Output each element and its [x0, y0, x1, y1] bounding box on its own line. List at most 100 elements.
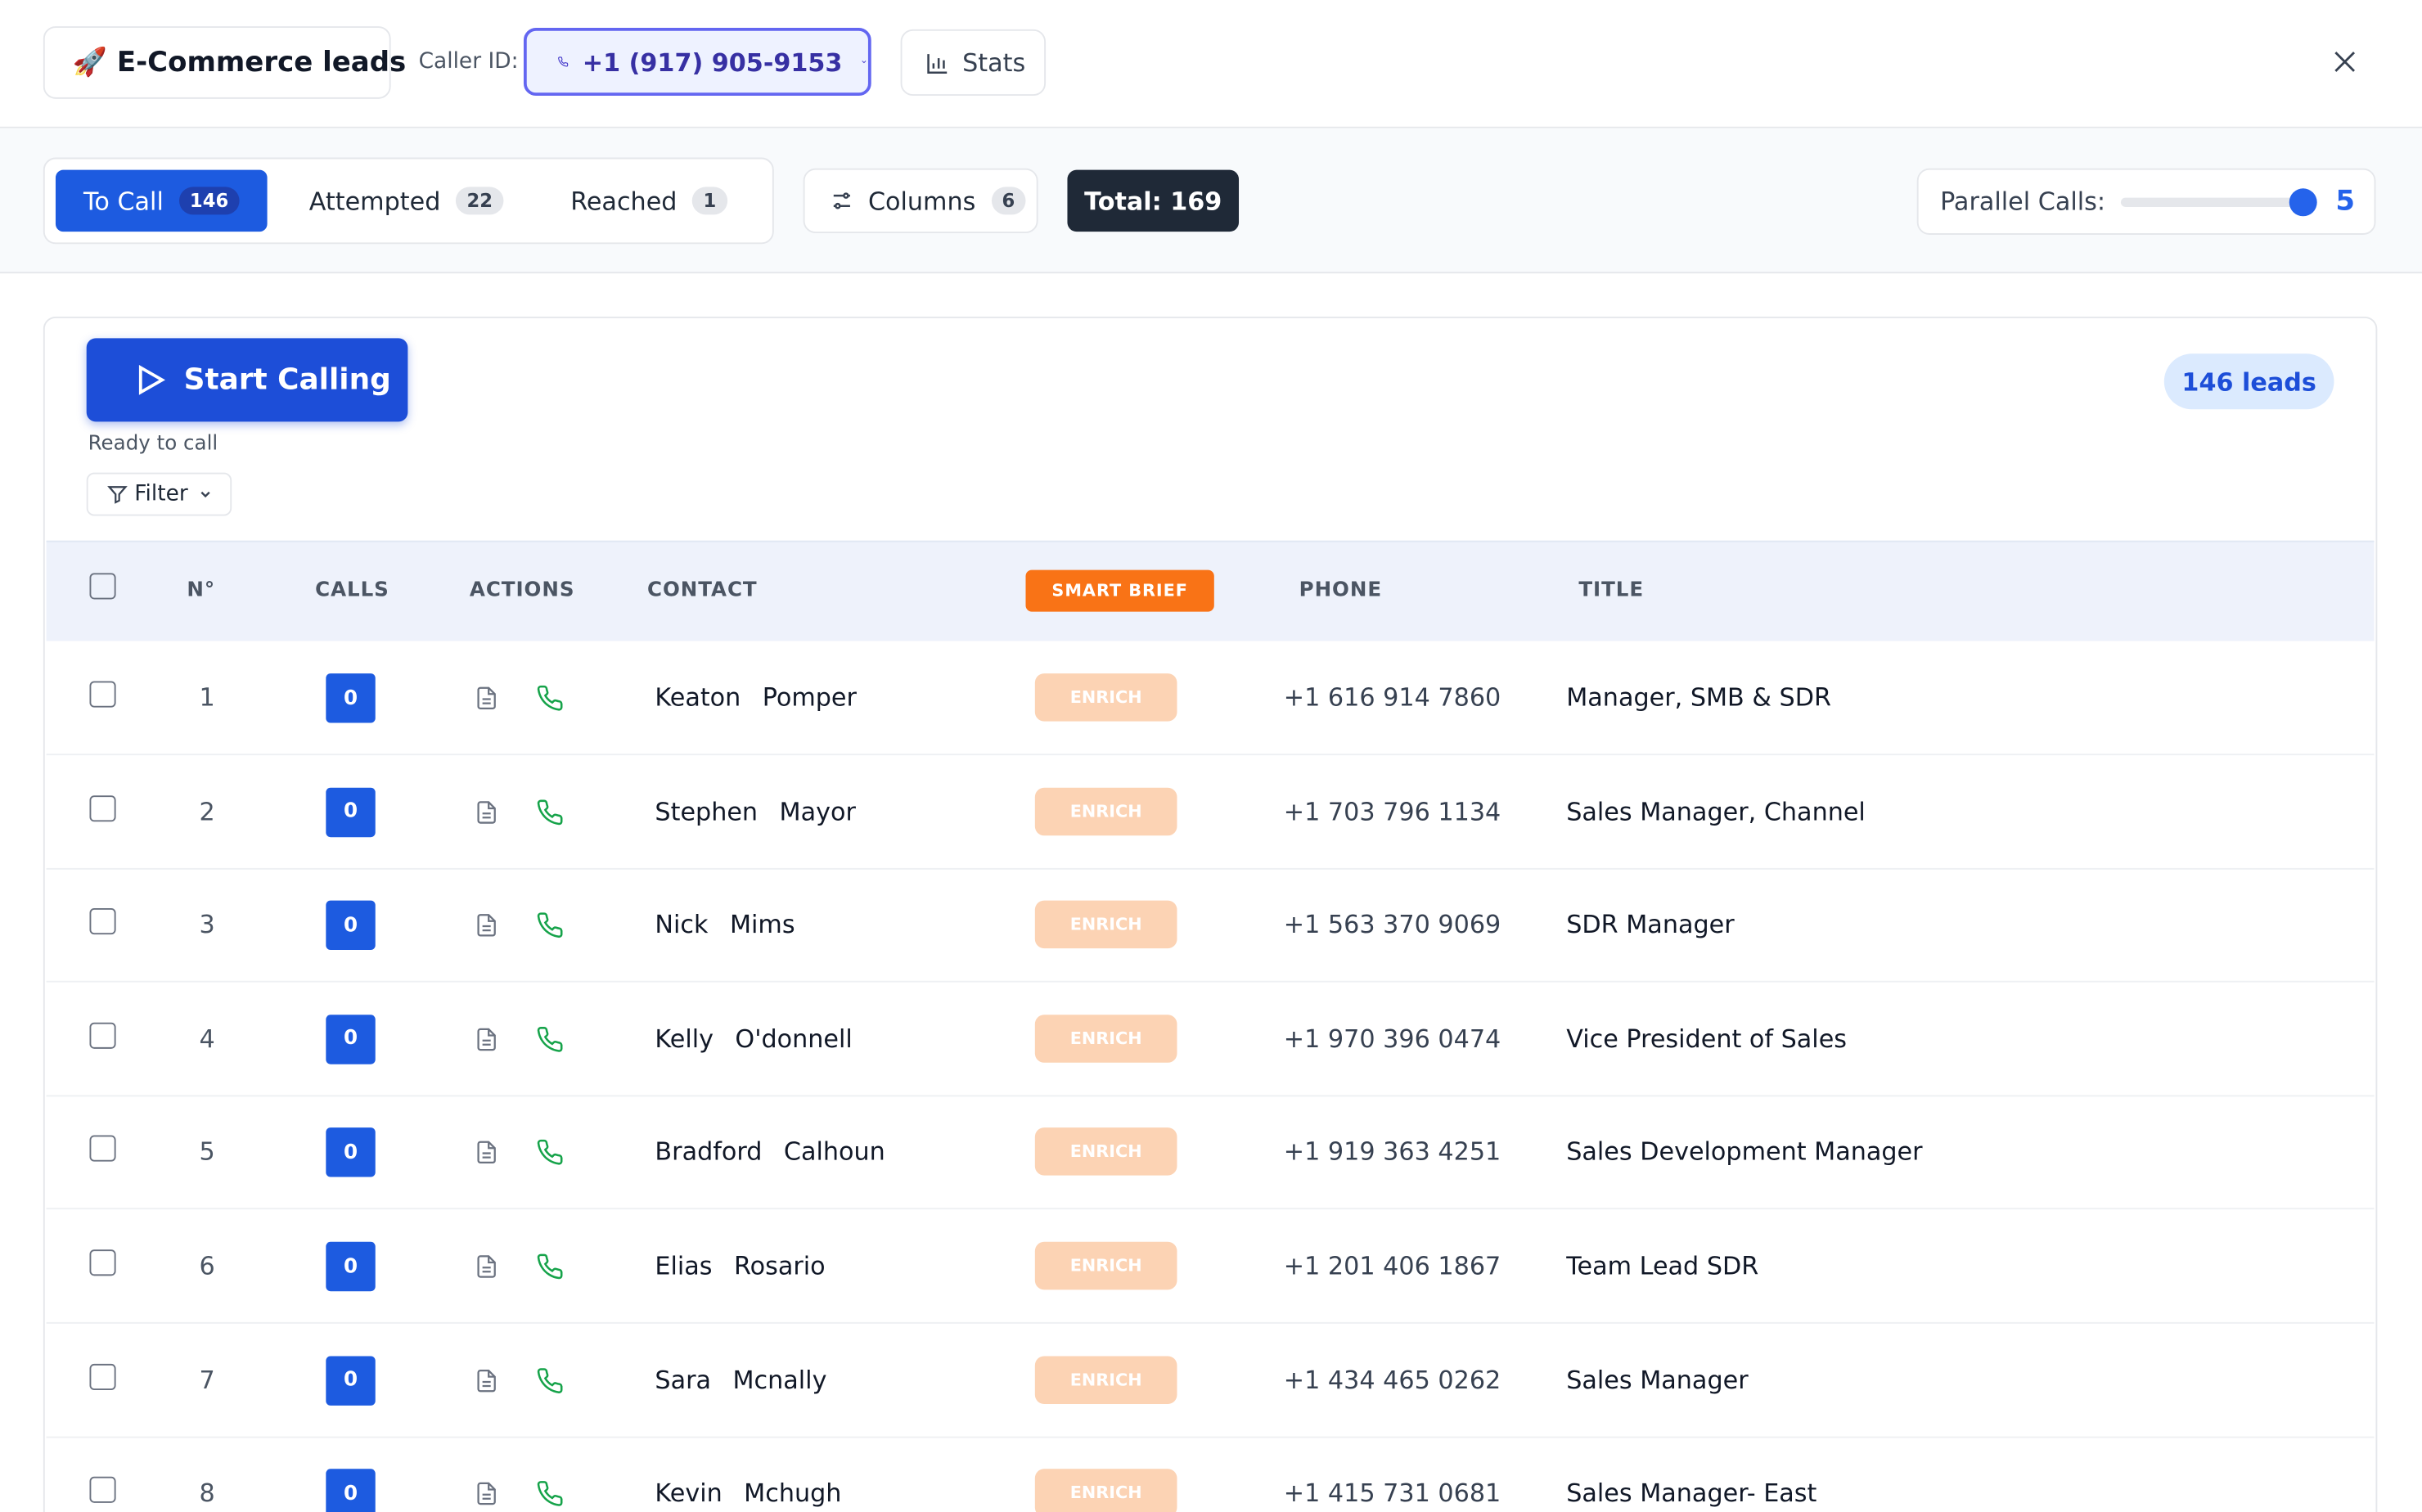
- title: Manager, SMB & SDR: [1566, 682, 1831, 713]
- row-checkbox[interactable]: [89, 1136, 116, 1163]
- phone: +1 415 731 0681: [1283, 1478, 1501, 1508]
- table-row: 6 0 Elias Rosario ENRICH +1 201 406 1867 Team …: [46, 1209, 2375, 1324]
- call-icon[interactable]: [536, 1366, 564, 1394]
- row-number: 5: [199, 1137, 215, 1168]
- last-name: Mcnally: [732, 1365, 827, 1394]
- tab[interactable]: To Call 146: [55, 169, 268, 232]
- top-bar: [0, 0, 2422, 128]
- call-icon[interactable]: [536, 798, 564, 826]
- first-name: Stephen: [655, 796, 759, 826]
- brief-icon[interactable]: [475, 798, 499, 826]
- first-name: Keaton: [655, 682, 741, 713]
- tab[interactable]: Reached 1: [556, 170, 742, 232]
- select-all[interactable]: [89, 573, 116, 600]
- caller-id-label: Caller ID:: [418, 49, 519, 74]
- parallel-label: Parallel Calls:: [1940, 187, 2106, 217]
- total-badge: Total: 169: [1067, 169, 1240, 232]
- column-header: N°: [187, 578, 216, 602]
- tab[interactable]: Attempted 22: [282, 170, 529, 232]
- filter-label: Filter: [134, 481, 188, 507]
- row-number: 6: [199, 1251, 215, 1280]
- enrich-button[interactable]: ENRICH: [1034, 1127, 1177, 1177]
- tab-label: Attempted: [308, 186, 441, 216]
- title: Vice President of Sales: [1566, 1024, 1848, 1054]
- status: Ready to call: [88, 431, 218, 455]
- table-row: 7 0 Sara Mcnally ENRICH +1 434 465 0262 Sales …: [46, 1323, 2375, 1438]
- row-checkbox[interactable]: [89, 1363, 116, 1390]
- last-name: O'donnell: [735, 1024, 853, 1054]
- enrich-button[interactable]: ENRICH: [1034, 787, 1177, 835]
- brief-icon[interactable]: [475, 684, 499, 712]
- table-row: 1 0 Keaton Pomper ENRICH +1 616 914 7860 Manag…: [46, 641, 2375, 756]
- column-header: PHONE: [1299, 578, 1383, 602]
- row-checkbox[interactable]: [89, 794, 116, 821]
- calls-count: 0: [326, 1241, 376, 1292]
- calls-count: 0: [326, 900, 376, 951]
- row-checkbox[interactable]: [89, 681, 116, 708]
- brief-icon[interactable]: [475, 1253, 499, 1280]
- row-checkbox[interactable]: [89, 1477, 116, 1504]
- list-name[interactable]: 🚀 E-Commerce leads: [43, 26, 406, 99]
- smart-brief-badge: SMART BRIEF: [1025, 569, 1214, 612]
- stats-button[interactable]: Stats: [900, 29, 1047, 97]
- enrich-button[interactable]: ENRICH: [1034, 1014, 1177, 1063]
- call-icon[interactable]: [536, 911, 564, 939]
- table-row: 2 0 Stephen Mayor ENRICH +1 703 796 1134 Sales…: [46, 754, 2375, 870]
- first-name: Sara: [655, 1365, 712, 1394]
- row-checkbox[interactable]: [89, 1249, 116, 1276]
- title: Team Lead SDR: [1566, 1251, 1759, 1280]
- row-checkbox[interactable]: [89, 1022, 116, 1049]
- row-number: 4: [199, 1024, 215, 1054]
- filter-icon: [107, 486, 128, 504]
- call-icon[interactable]: [536, 684, 564, 712]
- brief-icon[interactable]: [475, 911, 499, 939]
- row-number: 1: [199, 682, 215, 713]
- last-name: Mims: [729, 910, 795, 940]
- tab-count: 1: [692, 187, 727, 215]
- columns-count: 6: [991, 187, 1026, 215]
- chevron: [862, 61, 867, 64]
- enrich-button[interactable]: ENRICH: [1034, 1469, 1177, 1512]
- call-icon[interactable]: [536, 1480, 564, 1508]
- calls-count: 0: [326, 1469, 376, 1512]
- filter-button[interactable]: Filter: [86, 472, 232, 516]
- call-icon[interactable]: [536, 1139, 564, 1167]
- phone: +1 563 370 9069: [1283, 910, 1501, 940]
- caller-id-select[interactable]: +1 (917) 905-9153: [523, 27, 871, 97]
- brief-icon[interactable]: [475, 1480, 499, 1508]
- enrich-button[interactable]: ENRICH: [1034, 1241, 1177, 1290]
- close-button[interactable]: [2331, 48, 2359, 76]
- enrich-button[interactable]: ENRICH: [1034, 673, 1177, 722]
- slider[interactable]: [2120, 187, 2317, 216]
- last-name: Rosario: [733, 1251, 826, 1280]
- slider-thumb[interactable]: [2289, 187, 2317, 216]
- brief-icon[interactable]: [475, 1366, 499, 1394]
- calls-count: 0: [326, 1014, 376, 1064]
- row-checkbox[interactable]: [89, 908, 116, 935]
- call-icon[interactable]: [536, 1253, 564, 1280]
- calls-count: 0: [326, 787, 376, 837]
- columns-label: Columns: [867, 186, 976, 216]
- columns-button[interactable]: Columns 6: [803, 168, 1038, 234]
- start-calling-button[interactable]: Start Calling: [86, 338, 408, 422]
- phone: +1 970 396 0474: [1283, 1024, 1501, 1054]
- title: Sales Manager- East: [1566, 1478, 1817, 1508]
- title: Sales Manager: [1566, 1365, 1749, 1394]
- parallel-calls: Parallel Calls: 5: [1916, 168, 2376, 235]
- last-name: Pomper: [762, 682, 857, 713]
- caller-id: +1 (917) 905-9153: [582, 47, 843, 77]
- column-header: TITLE: [1578, 578, 1645, 602]
- enrich-button[interactable]: ENRICH: [1034, 1355, 1177, 1404]
- column-header: CALLS: [315, 578, 389, 602]
- first-name: Kelly: [655, 1024, 714, 1054]
- enrich-button[interactable]: ENRICH: [1034, 900, 1177, 949]
- brief-icon[interactable]: [475, 1139, 499, 1167]
- calls-count: 0: [326, 1355, 376, 1406]
- call-icon[interactable]: [536, 1025, 564, 1053]
- leads-card: [43, 316, 2378, 1512]
- phone: +1 919 363 4251: [1283, 1137, 1501, 1168]
- last-name: Mayor: [779, 796, 856, 826]
- brief-icon[interactable]: [475, 1025, 499, 1053]
- tab-label: To Call: [83, 186, 164, 216]
